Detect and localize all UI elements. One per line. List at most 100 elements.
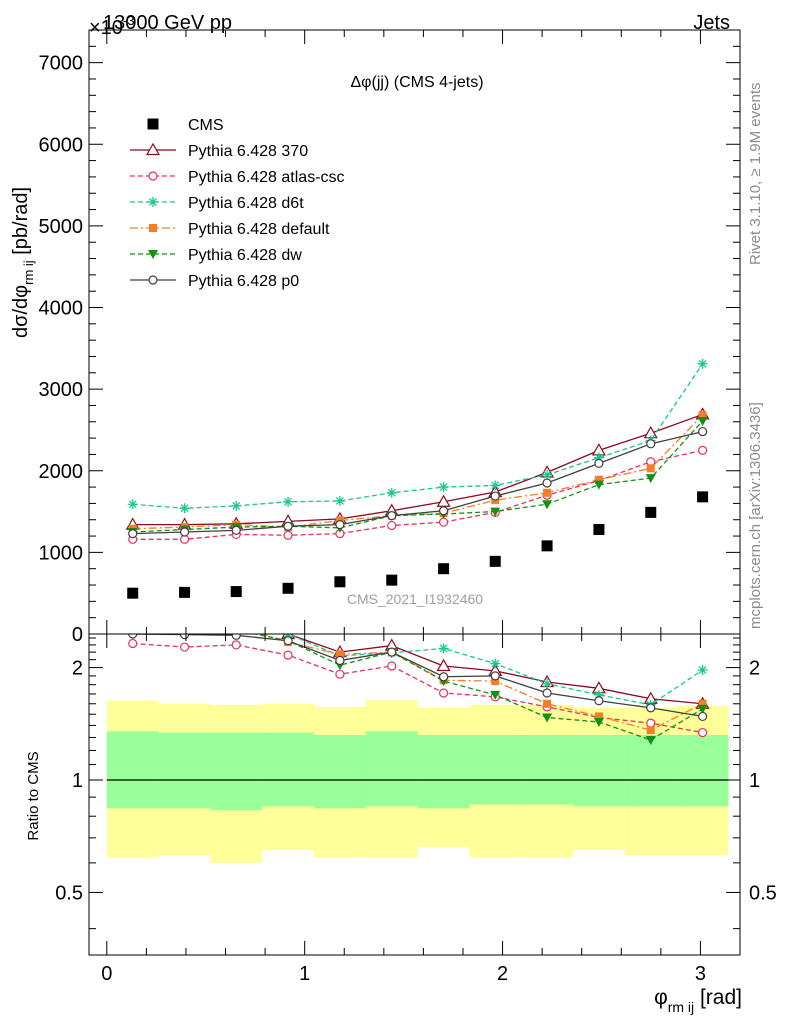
uncertainty-band-green [676, 734, 729, 807]
side-label-rivet: Rivet 3.1.10, ≥ 1.9M events [747, 83, 764, 266]
uncertainty-band-green [106, 731, 159, 809]
x-tick-label: 0 [101, 963, 112, 985]
main-y-axis-label-main: dσ/dφ [10, 285, 32, 338]
main-data-point [697, 358, 708, 369]
main-y-axis-label-sub: rm ij [21, 260, 36, 285]
main-series-line [132, 413, 703, 526]
ratio-series-line [132, 634, 703, 718]
ratio-data-point [128, 638, 138, 649]
ratio-data-point [697, 704, 708, 714]
main-data-point [283, 521, 293, 531]
watermark: CMS_2021_I1932460 [347, 591, 483, 607]
main-data-point [282, 582, 294, 594]
main-data-point [387, 511, 397, 521]
ratio-data-point [179, 634, 190, 640]
ratio-data-point [180, 622, 190, 632]
header-right: Jets [693, 12, 730, 34]
ratio-data-point [128, 634, 138, 639]
ratio-data-point [387, 647, 397, 657]
side-label-mcplots: mcplots.cern.ch [arXiv:1306.3436] [747, 402, 764, 629]
ratio-data-point [593, 717, 604, 727]
ratio-data-point [283, 650, 293, 660]
ratio-data-point [181, 623, 189, 631]
legend-entry-label: Pythia 6.428 370 [188, 143, 308, 160]
legend: CMS Pythia 6.428 370 Pythia 6.428 atlas-cs… [130, 117, 345, 290]
main-data-point [283, 530, 293, 540]
main-series-6 [128, 426, 708, 539]
ratio-data-point [542, 713, 553, 723]
ratio-data-point [490, 690, 501, 700]
main-y-tick-label: 4000 [39, 298, 84, 320]
ratio-data-point [232, 622, 240, 630]
main-data-point [542, 469, 553, 480]
main-y-axis-label-unit: [pb/rad] [10, 187, 32, 260]
main-data-point [646, 439, 656, 449]
legend-entry-label: Pythia 6.428 d6t [188, 195, 304, 212]
uncertainty-band-green [624, 734, 677, 807]
main-series-line [132, 430, 703, 535]
main-data-point [128, 529, 138, 539]
ratio-data-point [438, 688, 449, 698]
ratio-data-point [438, 643, 449, 654]
ratio-data-point [179, 617, 191, 628]
main-data-point [386, 574, 398, 586]
ratio-data-point [490, 671, 500, 681]
ratio-data-point [542, 678, 553, 689]
ratio-y-tick-label: 0.5 [55, 882, 83, 904]
x-axis-label-unit: [rad] [694, 986, 742, 1009]
uncertainty-band-green [262, 732, 314, 807]
ratio-plot-area [106, 617, 729, 863]
ratio-data-point [542, 688, 552, 698]
ratio-data-point [335, 650, 344, 659]
uncertainty-band-green [572, 734, 625, 807]
main-data-point [438, 517, 449, 527]
main-data-point [230, 586, 242, 598]
ratio-series-line [252, 634, 703, 741]
main-data-point [593, 524, 605, 536]
ratio-data-point [438, 672, 449, 682]
ratio-data-point [594, 696, 604, 706]
ratio-y-tick-label-right: 1 [749, 770, 760, 792]
main-data-point [438, 482, 449, 493]
ratio-data-point [231, 640, 241, 650]
legend-entry-label: CMS [188, 117, 224, 134]
y-exponent: ×10-3 [89, 13, 135, 39]
ratio-data-point [231, 621, 241, 631]
ratio-data-point [231, 634, 241, 640]
main-plot-area [125, 358, 710, 599]
ratio-data-point [491, 677, 500, 686]
ratio-data-point [436, 658, 451, 672]
ratio-panel: 0.5 0.5 1 1 2 2 0 1 2 3 [55, 617, 777, 985]
x-axis-label-sub: rm ij [668, 999, 694, 1015]
main-data-point [438, 506, 449, 516]
ratio-data-point [646, 703, 656, 713]
uncertainty-band-green [521, 734, 573, 805]
ratio-data-point [179, 642, 190, 652]
main-data-point [646, 464, 655, 473]
ratio-y-tick-label-right: 2 [749, 658, 760, 680]
main-data-point [698, 411, 707, 420]
main-data-point [698, 445, 708, 455]
uncertainty-band-green [417, 734, 470, 809]
ratio-data-point [646, 726, 655, 735]
ratio-data-point [697, 665, 708, 676]
main-data-point [490, 507, 501, 517]
main-data-point [335, 520, 345, 530]
ratio-frame [88, 633, 741, 956]
ratio-data-point [230, 619, 242, 630]
ratio-data-point [490, 658, 501, 669]
main-data-point [542, 500, 553, 510]
legend-entry-label: Pythia 6.428 atlas-csc [188, 169, 345, 186]
ratio-data-point [646, 718, 656, 728]
main-data-point [697, 491, 709, 503]
main-y-tick-label: 3000 [39, 379, 84, 401]
chart-title: Δφ(jj) (CMS 4-jets) [350, 74, 483, 91]
ratio-y-tick-label-right: 0.5 [749, 882, 777, 904]
main-data-point [594, 475, 603, 484]
ratio-data-point [283, 636, 293, 646]
ratio-data-point [387, 661, 397, 671]
main-data-point [489, 555, 501, 567]
legend-marker [148, 197, 158, 207]
main-data-point [490, 480, 501, 491]
main-data-point [231, 500, 242, 511]
